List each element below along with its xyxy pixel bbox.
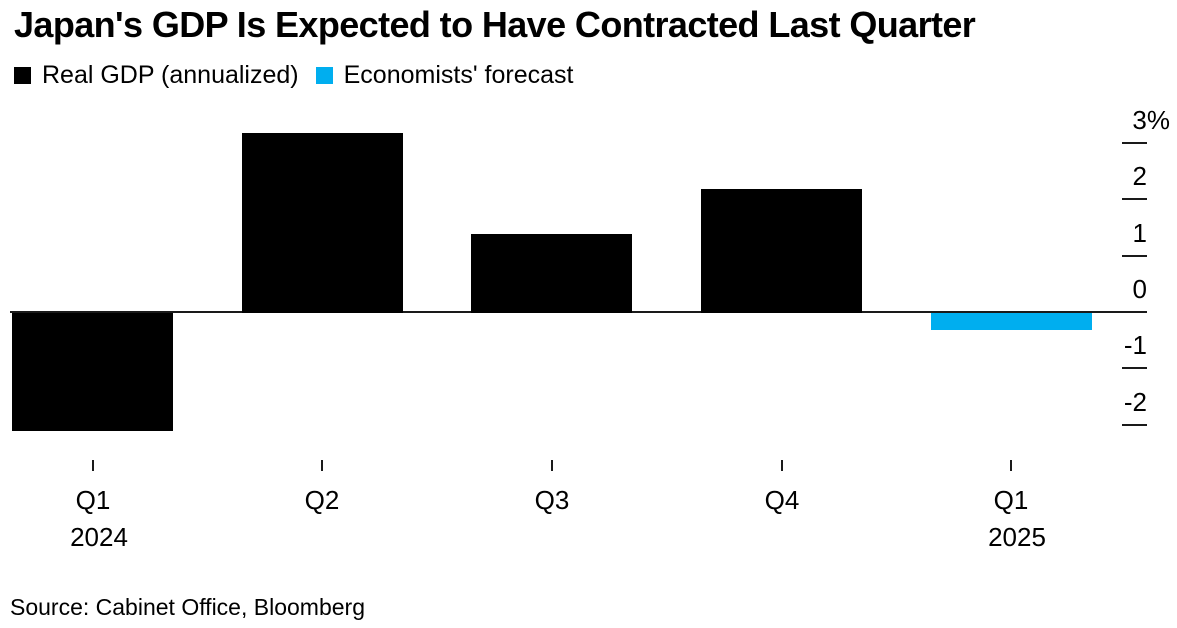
legend-label-actual: Real GDP (annualized) (42, 61, 299, 89)
bar-q2 (242, 133, 403, 313)
x-tick-label-1: Q1 (75, 485, 111, 515)
y-tick-dash-1 (1122, 255, 1147, 257)
chart-title: Japan's GDP Is Expected to Have Contract… (14, 4, 976, 45)
legend-label-forecast: Economists' forecast (343, 61, 574, 89)
y-tick-dash-2 (1122, 198, 1147, 200)
bar-q4 (701, 189, 862, 313)
x-tick-1 (92, 460, 94, 471)
legend: Real GDP (annualized) Economists' foreca… (14, 62, 573, 88)
y-tick-label-1: 1 (1132, 218, 1147, 248)
y-tick-label--1: -1 (1123, 330, 1147, 360)
x-tick-label-4: Q4 (764, 485, 800, 515)
source-note: Source: Cabinet Office, Bloomberg (10, 594, 365, 620)
y-tick-dash--2 (1122, 424, 1147, 426)
x-tick-label-3: Q3 (534, 485, 570, 515)
x-tick-label-2: Q2 (304, 485, 340, 515)
legend-swatch-actual (14, 66, 31, 84)
y-tick-label--2: -2 (1123, 387, 1147, 417)
legend-item-forecast: Economists' forecast (315, 61, 574, 89)
x-tick-sublabel-2025: 2025 (988, 522, 1046, 552)
x-tick-5 (1010, 460, 1012, 471)
y-tick-dash-3 (1122, 142, 1147, 144)
bar-q1-2025 (931, 313, 1092, 330)
bar-q3 (471, 234, 632, 313)
x-tick-label-5: Q1 (993, 485, 1029, 515)
y-tick-label-3: 3% (1132, 105, 1170, 135)
x-tick-2 (321, 460, 323, 471)
x-tick-4 (781, 460, 783, 471)
y-tick-label-0: 0 (1132, 274, 1147, 304)
y-tick-dash--1 (1122, 367, 1147, 369)
x-tick-sublabel-2024: 2024 (70, 522, 128, 552)
x-tick-3 (551, 460, 553, 471)
bar-q1-2024 (12, 313, 173, 431)
y-tick-label-2: 2 (1132, 161, 1147, 191)
legend-swatch-forecast (315, 66, 333, 84)
legend-item-actual: Real GDP (annualized) (14, 62, 299, 88)
